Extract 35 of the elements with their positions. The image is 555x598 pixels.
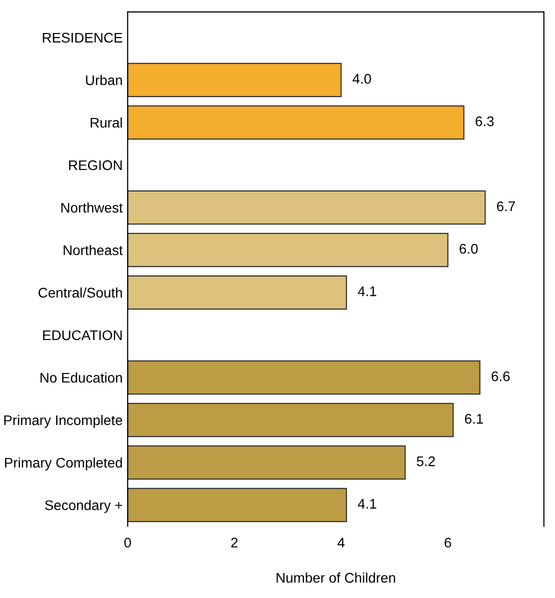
bar [128, 275, 348, 310]
y-tick-label: EDUCATION [43, 330, 122, 340]
data-label: 4.1 [358, 286, 376, 296]
x-tick-label: 2 [231, 538, 238, 548]
x-tick-label: 0 [124, 538, 131, 548]
x-tick-label: 6 [444, 538, 452, 548]
y-tick-label: Primary Completed [5, 457, 122, 470]
bar [128, 402, 454, 438]
y-tick-label: Secondary + [45, 500, 122, 513]
bar [128, 232, 448, 268]
data-label: 6.0 [460, 244, 478, 254]
data-label: 6.3 [476, 116, 494, 126]
data-label: 4.0 [352, 74, 371, 84]
bar [128, 105, 464, 140]
y-tick-label: RESIDENCE [42, 32, 122, 43]
data-label: 6.1 [464, 414, 483, 424]
data-label: 4.1 [358, 499, 376, 509]
bar [128, 360, 480, 395]
bar [128, 445, 406, 480]
data-label: 5.2 [416, 456, 435, 466]
y-tick-label: Northeast [64, 244, 123, 256]
y-tick-label: Urban [86, 74, 122, 86]
bar [128, 190, 486, 225]
y-tick-label: Central/South [38, 287, 122, 298]
bar [128, 62, 342, 98]
data-label: 6.6 [492, 371, 510, 382]
x-tick-label: 4 [338, 538, 345, 548]
y-tick-label: Primary Incomplete [4, 414, 122, 428]
y-tick-label: Northwest [61, 202, 123, 213]
x-axis-title: Number of Children [276, 572, 396, 583]
y-tick-label: No Education [40, 372, 122, 383]
bar [128, 488, 348, 522]
y-tick-label: Rural [90, 117, 122, 128]
y-tick-label: REGION [69, 160, 122, 170]
data-label: 6.7 [497, 201, 515, 212]
